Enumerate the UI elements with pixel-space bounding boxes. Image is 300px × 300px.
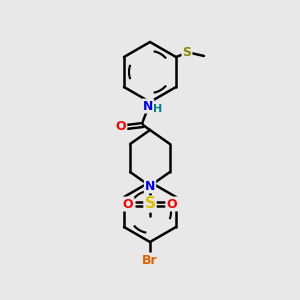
Text: N: N bbox=[143, 100, 153, 112]
Text: H: H bbox=[153, 104, 163, 114]
Text: Br: Br bbox=[142, 254, 158, 266]
Text: O: O bbox=[116, 121, 126, 134]
Text: S: S bbox=[182, 46, 191, 59]
Text: S: S bbox=[145, 196, 155, 211]
Text: O: O bbox=[167, 197, 177, 211]
Text: O: O bbox=[123, 197, 133, 211]
Text: N: N bbox=[145, 179, 155, 193]
